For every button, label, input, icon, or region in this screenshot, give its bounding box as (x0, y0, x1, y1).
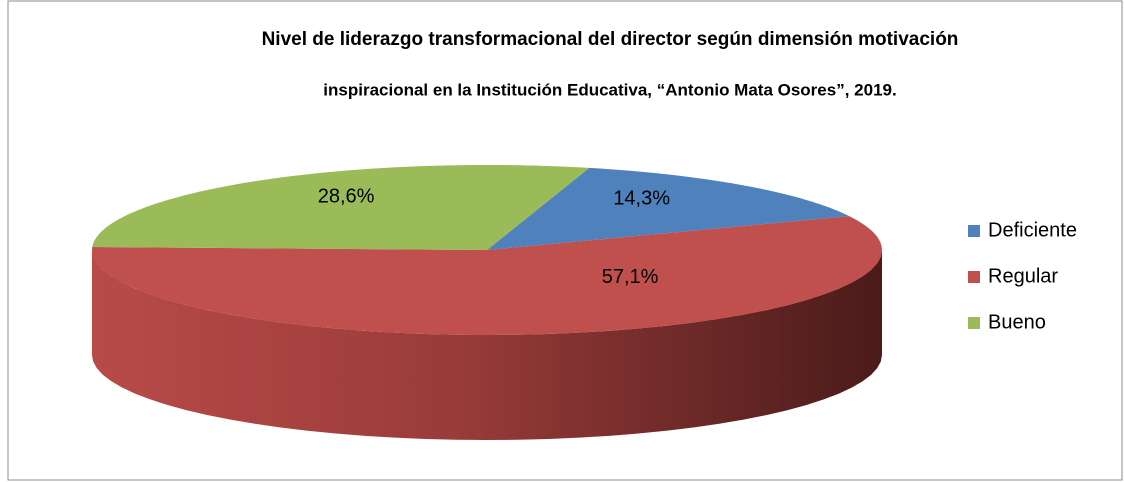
pie-slice (92, 216, 882, 335)
legend-label: Bueno (988, 311, 1046, 333)
pie-side (92, 250, 882, 440)
legend-swatch (968, 271, 980, 283)
chart-border (7, 0, 1123, 481)
legend-label: Deficiente (988, 219, 1077, 241)
pie-slice (487, 167, 850, 250)
chart-title: Nivel de liderazgo transformacional del … (262, 29, 959, 50)
legend-swatch (968, 225, 980, 237)
legend-label: Regular (988, 265, 1058, 287)
legend-swatch (968, 317, 980, 329)
data-label: 28,6% (318, 185, 375, 207)
data-label: 57,1% (602, 266, 659, 288)
pie-slice (92, 165, 590, 250)
chart-title: inspiracional en la Institución Educativ… (323, 80, 896, 99)
data-label: 14,3% (613, 188, 670, 210)
